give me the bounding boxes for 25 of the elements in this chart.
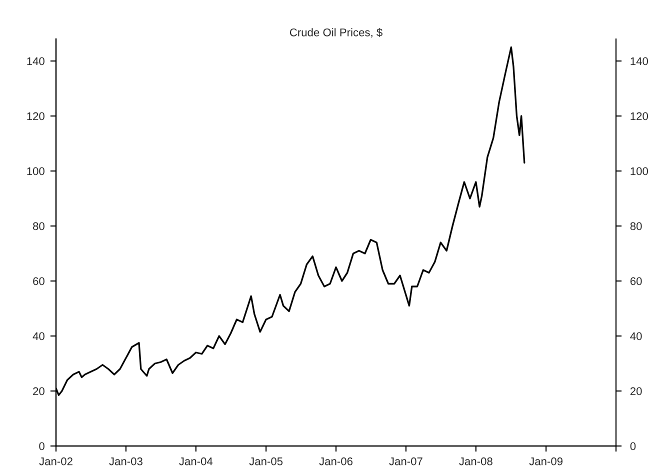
x-tick-label: Jan-02 — [39, 457, 72, 466]
y-tick-label: 140 — [27, 57, 44, 66]
y2-tick-label: 80 — [630, 222, 642, 230]
y-tick-label: 120 — [27, 112, 44, 120]
y-tick-label: 40 — [32, 332, 44, 340]
y2-tick-label: 120 — [630, 112, 648, 120]
x-tick-label: Jan-09 — [529, 457, 563, 466]
y-tick-label: 80 — [33, 222, 44, 230]
y2-tick-label: 40 — [630, 332, 642, 340]
chart-title: Crude Oil Prices, $ — [290, 28, 382, 38]
y2-tick-label: 140 — [630, 57, 648, 66]
y2-tick-label: 0 — [630, 442, 636, 450]
x-tick-label: Jan-05 — [249, 457, 283, 466]
y-tick-label: 20 — [33, 387, 44, 396]
x-tick-label: Jan-08 — [459, 457, 492, 466]
y2-tick-label: 60 — [630, 277, 642, 286]
x-tick-label: Jan-06 — [319, 457, 352, 466]
y-tick-label: 100 — [27, 167, 44, 176]
y-tick-label: 0 — [39, 442, 44, 450]
y-tick-label: 60 — [33, 277, 44, 286]
x-tick-label: Jan-07 — [389, 457, 422, 466]
y2-tick-label: 100 — [630, 167, 648, 176]
y2-tick-label: 20 — [630, 387, 642, 396]
x-tick-label: Jan-03 — [109, 457, 142, 466]
x-tick-label: Jan-04 — [179, 457, 213, 466]
